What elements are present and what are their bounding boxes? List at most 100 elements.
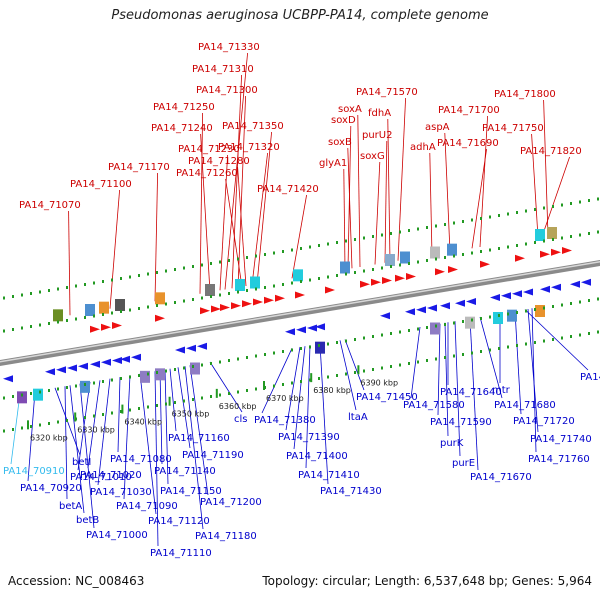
track-dot	[426, 226, 428, 229]
track-dot	[93, 381, 95, 385]
reverse-gene-arrow	[285, 328, 295, 336]
gene-feature-box	[535, 229, 545, 241]
track-dot	[30, 325, 32, 328]
gene-feature-box	[430, 246, 440, 259]
reverse-gene-arrow	[197, 342, 207, 350]
track-dot	[183, 366, 185, 370]
reverse-gene-arrow	[416, 306, 426, 314]
track-dot	[354, 271, 356, 274]
label-leader-line	[343, 168, 346, 270]
forward-gene-arrow	[155, 314, 165, 322]
gene-label: PA14_71820	[520, 146, 582, 157]
label-leader-line	[319, 343, 329, 485]
scale-label: 6350 kbp	[172, 410, 210, 419]
reverse-gene-arrow	[540, 285, 550, 293]
track-dot	[300, 280, 302, 283]
forward-gene-arrow	[231, 302, 241, 310]
gene-label: PA14_71090	[116, 501, 178, 512]
gene-feature-box	[155, 292, 165, 305]
track-dot	[471, 318, 473, 322]
track-dot	[444, 323, 446, 326]
track-dot	[273, 251, 275, 255]
track-dot	[345, 339, 347, 343]
forward-gene-arrow	[200, 307, 210, 315]
track-dot	[417, 260, 419, 264]
gene-label: PA14_71240	[151, 123, 213, 134]
label-leader-line	[410, 326, 421, 399]
track-dot	[552, 238, 554, 241]
gene-features	[3, 227, 591, 404]
label-leader-line	[68, 210, 71, 316]
forward-gene-arrow	[540, 250, 550, 258]
track-dot	[237, 257, 239, 261]
reverse-gene-arrow	[67, 364, 77, 372]
scale-tick	[263, 381, 265, 390]
track-dot	[444, 223, 446, 226]
track-dot	[525, 242, 527, 246]
track-dot	[336, 341, 338, 344]
track-dot	[183, 299, 185, 303]
gene-label: PA14_71720	[513, 416, 575, 427]
topology-text: Topology: circular; Length: 6,537,648 bp…	[262, 574, 592, 588]
reverse-gene-arrow	[90, 360, 100, 368]
track-dot	[408, 362, 410, 365]
track-dot	[21, 293, 23, 297]
track-dot	[165, 302, 167, 306]
reverse-gene-arrow	[45, 368, 55, 376]
forward-gene-arrow	[562, 247, 572, 254]
forward-gene-arrow	[395, 274, 405, 282]
track-dot	[597, 230, 599, 234]
track-dot	[273, 351, 275, 355]
track-dot	[489, 315, 491, 319]
track-dot	[444, 356, 446, 359]
gene-label: PA14_71230	[178, 144, 240, 155]
track-dot	[156, 371, 158, 374]
track-dot	[84, 316, 86, 319]
track-dot	[291, 381, 293, 385]
gene-label: PA14_71670	[470, 472, 532, 483]
track-dot	[57, 320, 59, 324]
track-dot	[498, 247, 500, 250]
track-dot	[345, 239, 347, 243]
gene-label: PA14_71390	[278, 432, 340, 443]
gene-label: PA14_71200	[200, 497, 262, 508]
reverse-gene-arrow	[56, 366, 66, 374]
gene-label: soxB	[328, 137, 352, 148]
track-dot	[84, 416, 86, 419]
forward-gene-arrow	[275, 294, 285, 302]
track-dot	[381, 366, 383, 370]
reverse-gene-arrow	[490, 294, 500, 301]
label-lines	[10, 52, 589, 547]
track-dot	[129, 375, 131, 379]
gene-label: PA14_71750	[482, 123, 544, 134]
gene-label: PA14_71110	[150, 548, 212, 559]
reverse-gene-arrow	[380, 312, 390, 320]
gene-label: PA14_71700	[438, 105, 500, 116]
track-dot	[399, 363, 401, 367]
gene-label: PA14_71020	[80, 470, 142, 481]
forward-gene-arrow	[480, 260, 490, 268]
track-dot	[111, 411, 113, 415]
track-dot	[102, 413, 104, 416]
track-dot	[561, 236, 563, 240]
reverse-gene-arrow	[501, 292, 511, 300]
track-dot	[201, 296, 203, 300]
track-dot	[228, 392, 230, 395]
gene-label: purU2	[362, 130, 392, 141]
gene-label: PA14_71080	[110, 454, 172, 465]
track-dot	[462, 253, 464, 256]
track-dot	[453, 321, 455, 325]
track-dot	[3, 296, 5, 300]
track-dot	[534, 341, 536, 344]
track-dot	[345, 372, 347, 376]
track-dot	[336, 374, 338, 377]
track-dot	[282, 383, 284, 386]
track-dot	[165, 369, 167, 373]
gene-label: PA14_71800	[494, 89, 556, 100]
track-dot	[309, 278, 311, 282]
gene-labels: PA14_71330 PA14_71310 PA14_71300 PA14_71250…	[3, 42, 600, 559]
label-leader-line	[184, 366, 204, 530]
track-dot	[579, 333, 581, 337]
reverse-gene-arrow	[186, 344, 196, 352]
label-leader-line	[541, 156, 570, 237]
